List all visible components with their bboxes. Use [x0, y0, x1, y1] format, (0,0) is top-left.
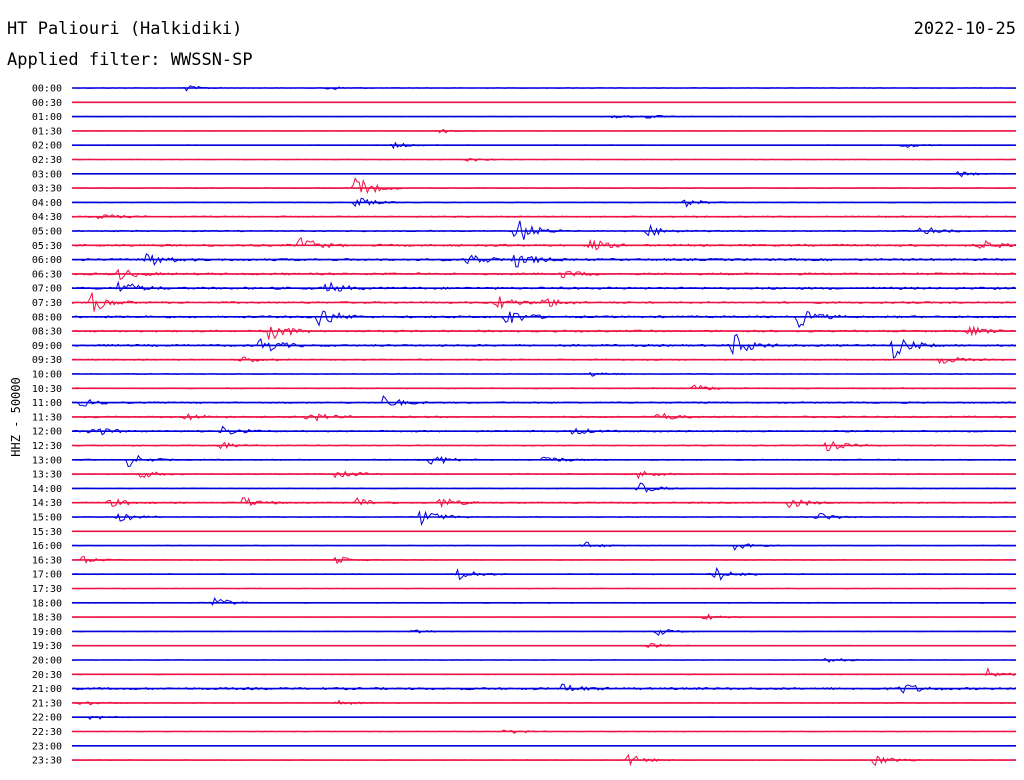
time-label: 16:00 — [32, 541, 62, 552]
time-label: 14:30 — [32, 498, 62, 509]
time-label: 23:30 — [32, 756, 62, 767]
time-label: 14:00 — [32, 484, 62, 495]
time-label: 07:00 — [32, 284, 62, 295]
time-label: 21:00 — [32, 684, 62, 695]
time-label: 11:00 — [32, 398, 62, 409]
time-label: 15:30 — [32, 527, 62, 538]
time-label: 12:00 — [32, 427, 62, 438]
trace-1900 — [72, 628, 1017, 637]
date-label: 2022-10-25 — [913, 19, 1016, 39]
trace-0330 — [71, 177, 1017, 194]
time-label: 23:00 — [32, 741, 62, 752]
trace-1800 — [71, 597, 1017, 606]
station-title: HT Paliouri (Halkidiki) — [7, 19, 243, 39]
trace-1100 — [71, 395, 1017, 407]
time-label: 02:30 — [32, 155, 62, 166]
time-label: 22:30 — [32, 727, 62, 738]
time-label: 05:00 — [32, 227, 62, 238]
time-label: 08:00 — [32, 312, 62, 323]
time-label: 01:30 — [32, 126, 62, 137]
time-label: 03:00 — [32, 169, 62, 180]
time-label: 10:30 — [32, 384, 62, 395]
time-label: 17:00 — [32, 570, 62, 581]
trace-1400 — [71, 482, 1017, 493]
time-label: 16:30 — [32, 555, 62, 566]
trace-1300 — [71, 454, 1017, 468]
time-label: 12:30 — [32, 441, 62, 452]
time-label: 20:30 — [32, 670, 62, 681]
time-label: 19:30 — [32, 641, 62, 652]
trace-0900 — [71, 333, 1017, 359]
time-label: 15:00 — [32, 513, 62, 524]
trace-0830 — [71, 325, 1017, 340]
time-label: 02:00 — [32, 141, 62, 152]
time-label: 17:30 — [32, 584, 62, 595]
time-label: 04:00 — [32, 198, 62, 209]
trace-0700 — [71, 280, 1017, 293]
time-label: 21:30 — [32, 698, 62, 709]
time-label: 04:30 — [32, 212, 62, 223]
time-label: 00:30 — [32, 98, 62, 109]
time-label: 03:30 — [32, 184, 62, 195]
time-label: 13:30 — [32, 470, 62, 481]
time-label: 09:00 — [32, 341, 62, 352]
time-label: 01:00 — [32, 112, 62, 123]
time-label: 07:30 — [32, 298, 62, 309]
time-label: 06:30 — [32, 269, 62, 280]
time-label: 18:30 — [32, 613, 62, 624]
time-label: 06:00 — [32, 255, 62, 266]
trace-0800 — [71, 310, 1017, 329]
time-label: 00:00 — [32, 84, 62, 95]
time-label: 20:00 — [32, 656, 62, 667]
time-label: 22:00 — [32, 713, 62, 724]
time-label: 09:30 — [32, 355, 62, 366]
trace-1500 — [71, 510, 1017, 527]
trace-0530 — [71, 236, 1017, 251]
time-label: 08:30 — [32, 327, 62, 338]
trace-0600 — [71, 253, 1017, 268]
time-label: 18:00 — [32, 598, 62, 609]
filter-label: Applied filter: WWSSN-SP — [7, 50, 253, 70]
time-label: 19:00 — [32, 627, 62, 638]
time-label: 10:00 — [32, 370, 62, 381]
time-label: 05:30 — [32, 241, 62, 252]
time-label: 11:30 — [32, 412, 62, 423]
time-label: 13:00 — [32, 455, 62, 466]
